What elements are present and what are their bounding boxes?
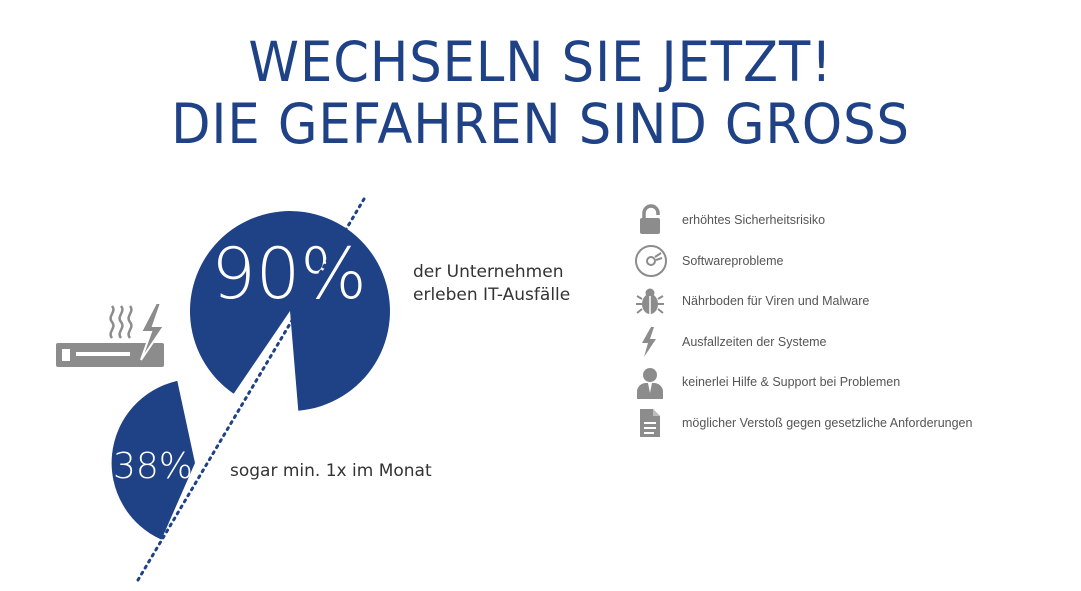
lightning-icon (634, 324, 670, 360)
lock-icon (634, 202, 670, 238)
list-item: Ausfallzeiten der Systeme (634, 322, 1054, 363)
risk-list: erhöhtes Sicherheitsrisiko Softwareprobl… (634, 200, 1054, 443)
overheating-server-icon (56, 302, 166, 367)
document-icon (634, 405, 670, 441)
stat-90-label: der Unternehmen erleben IT-Ausfälle (413, 261, 570, 307)
risk-text: keinerlei Hilfe & Support bei Problemen (682, 375, 901, 390)
pie-90-percent (189, 211, 390, 411)
stat-90-value: 90% (211, 233, 367, 315)
list-item: Nährboden für Viren und Malware (634, 281, 1054, 322)
risk-text: Softwareprobleme (682, 253, 784, 268)
cd-disc-icon (634, 243, 670, 279)
stat-38-value: 38% (113, 446, 193, 487)
risk-text: erhöhtes Sicherheitsrisiko (682, 213, 826, 228)
list-item: erhöhtes Sicherheitsrisiko (634, 200, 1054, 241)
headline-line-1: WECHSELN SIE JETZT! (248, 30, 833, 94)
list-item: Softwareprobleme (634, 241, 1054, 282)
list-item: keinerlei Hilfe & Support bei Problemen (634, 362, 1054, 403)
risk-text: Ausfallzeiten der Systeme (682, 334, 827, 349)
bug-icon (634, 283, 670, 319)
person-icon (634, 364, 670, 400)
list-item: möglicher Verstoß gegen gesetzliche Anfo… (634, 403, 1054, 444)
headline-line-2: DIE GEFAHREN SIND GROSS (171, 92, 910, 156)
risk-text: Nährboden für Viren und Malware (682, 294, 870, 309)
risk-text: möglicher Verstoß gegen gesetzliche Anfo… (682, 415, 973, 430)
stat-38-label: sogar min. 1x im Monat (230, 461, 432, 481)
stat-90-label-line-2: erleben IT-Ausfälle (413, 285, 571, 305)
pie-38-percent (111, 380, 195, 540)
stat-90-label-line-1: der Unternehmen (413, 262, 564, 282)
